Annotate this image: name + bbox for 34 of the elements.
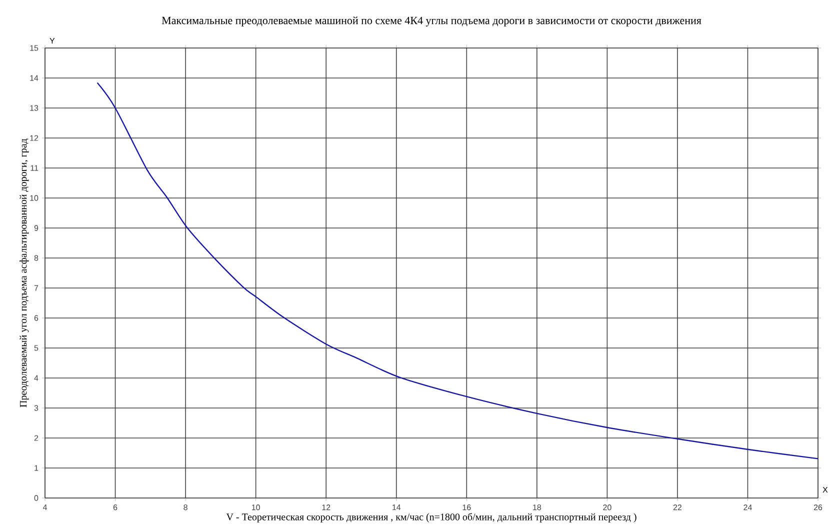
y-tick-label: 2	[34, 435, 38, 441]
x-tick-label: 20	[603, 504, 612, 510]
y-tick-label: 8	[34, 255, 38, 261]
y-tick-label: 14	[30, 75, 38, 81]
x-tick-label: 14	[392, 504, 401, 510]
x-tick-label: 16	[462, 504, 471, 510]
y-tick-label: 10	[30, 195, 38, 201]
text: X	[822, 486, 828, 492]
x-tick-label: 10	[252, 504, 260, 510]
x-tick-label: 8	[184, 504, 188, 510]
y-tick-label: 1	[34, 465, 38, 471]
y-tick-label: 7	[34, 285, 38, 291]
y-axis-title: Преодолеваемый угол подъема асфальтированной дороги, град	[20, 138, 29, 408]
x-tick-label: 4	[42, 504, 47, 510]
y-tick-label: 11	[30, 165, 38, 171]
y-tick-label: 6	[34, 315, 38, 321]
chart-title: Максимальные преодолеваемые машиной по схеме 4К4 углы подъема дороги в зависимости от скорости движения	[162, 16, 702, 26]
x-axis-title: V - Теоретическая скорость движения , км/час (n=1800 об/мин, дальний транспортный переезд )	[226, 513, 636, 522]
y-tick-label: 13	[30, 105, 38, 111]
y-tick-label: 4	[34, 375, 38, 381]
x-tick-label: 26	[814, 504, 822, 510]
x-tick-label: 24	[744, 504, 752, 510]
y-tick-label: 9	[34, 225, 38, 231]
x-tick-label: 22	[673, 504, 682, 510]
line-series	[96, 82, 819, 460]
x-tick-label: 18	[533, 504, 542, 510]
x-tick-label: 6	[113, 504, 118, 510]
y-tick-label: 12	[30, 135, 38, 141]
y-tick-label: 3	[34, 405, 38, 411]
y-tick-label: 15	[30, 45, 38, 51]
y-tick-label: 0	[34, 495, 38, 501]
y-tick-label: 5	[34, 345, 38, 351]
x-tick-label: 12	[322, 504, 330, 510]
text: Y	[50, 38, 55, 44]
